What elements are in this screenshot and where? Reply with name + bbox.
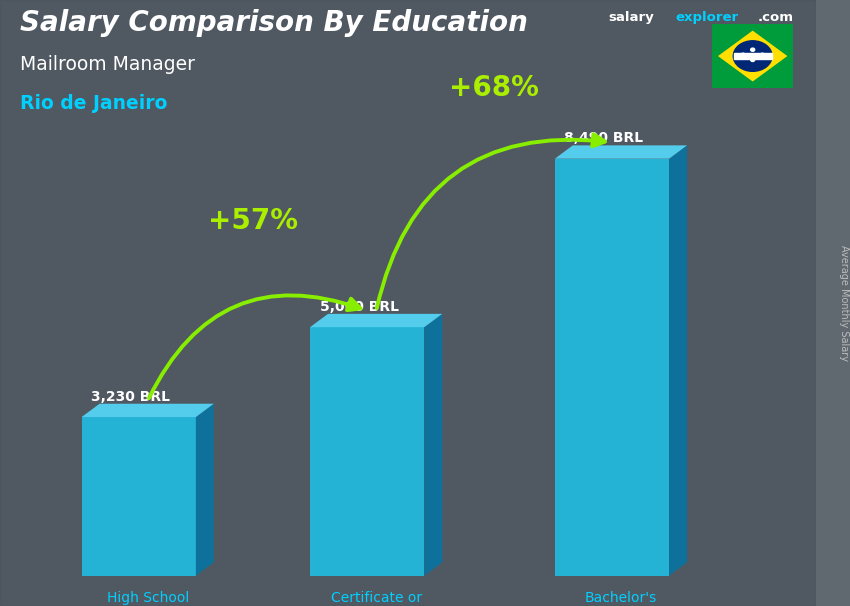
Polygon shape [310, 314, 442, 327]
Circle shape [751, 48, 755, 52]
Text: .com: .com [757, 11, 793, 24]
Text: High School: High School [106, 591, 189, 605]
Text: Bachelor's
Degree: Bachelor's Degree [585, 591, 657, 606]
Polygon shape [718, 31, 787, 82]
Text: Mailroom Manager: Mailroom Manager [20, 55, 196, 73]
Circle shape [734, 41, 772, 72]
Polygon shape [555, 145, 687, 159]
Text: +57%: +57% [208, 207, 298, 235]
Polygon shape [196, 404, 214, 576]
Polygon shape [82, 404, 214, 417]
Polygon shape [555, 159, 669, 576]
Text: 5,060 BRL: 5,060 BRL [320, 300, 399, 314]
Text: Rio de Janeiro: Rio de Janeiro [20, 94, 167, 113]
Circle shape [751, 58, 755, 61]
Polygon shape [310, 327, 424, 576]
Text: +68%: +68% [449, 74, 539, 102]
Text: Certificate or
Diploma: Certificate or Diploma [331, 591, 422, 606]
Bar [734, 53, 772, 59]
Text: Salary Comparison By Education: Salary Comparison By Education [20, 9, 528, 37]
Text: Average Monthly Salary: Average Monthly Salary [839, 245, 849, 361]
Text: 3,230 BRL: 3,230 BRL [91, 390, 170, 404]
Text: salary: salary [608, 11, 654, 24]
Circle shape [761, 53, 764, 56]
Text: 8,490 BRL: 8,490 BRL [564, 132, 643, 145]
Text: explorer: explorer [676, 11, 739, 24]
Circle shape [741, 53, 745, 56]
Polygon shape [424, 314, 442, 576]
Polygon shape [82, 417, 196, 576]
Polygon shape [669, 145, 687, 576]
